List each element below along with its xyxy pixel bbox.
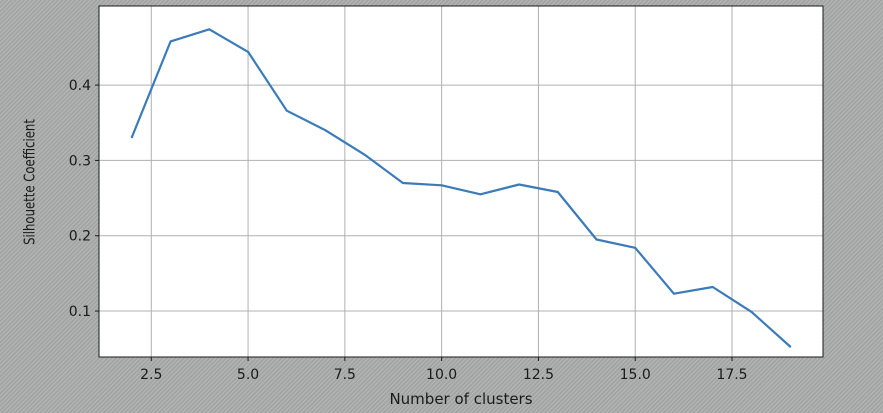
data-point xyxy=(711,286,714,288)
data-point xyxy=(595,238,598,241)
data-point xyxy=(130,136,133,139)
x-tick-labels: 2.5 5.0 7.5 10.0 12.5 15.0 17.5 xyxy=(140,367,747,383)
data-point xyxy=(363,153,366,156)
data-point xyxy=(440,184,443,187)
x-tick-label: 5.0 xyxy=(237,367,259,383)
data-point xyxy=(479,193,482,196)
data-point xyxy=(285,109,288,112)
data-point xyxy=(169,40,172,43)
data-point xyxy=(401,182,404,184)
data-point xyxy=(518,183,521,186)
x-tick-label: 12.5 xyxy=(523,367,554,383)
data-point xyxy=(208,28,211,31)
y-ticks xyxy=(95,84,99,312)
data-point xyxy=(634,246,637,249)
y-axis-label: Silhouette Coefficient xyxy=(22,119,39,245)
data-point xyxy=(750,310,753,313)
data-point xyxy=(324,129,327,132)
x-tick-label: 2.5 xyxy=(140,367,162,383)
x-ticks xyxy=(150,357,733,361)
x-tick-label: 10.0 xyxy=(426,367,457,383)
x-gridlines xyxy=(150,6,733,357)
data-point xyxy=(247,50,250,53)
plot-area xyxy=(99,6,823,357)
data-point xyxy=(672,292,675,295)
y-tick-label: 0.1 xyxy=(69,304,91,320)
x-tick-label: 7.5 xyxy=(334,367,356,383)
series-line xyxy=(130,28,792,348)
series-layer xyxy=(130,28,792,348)
plot-frame xyxy=(98,5,824,358)
y-gridlines xyxy=(99,84,823,312)
y-tick-label: 0.3 xyxy=(69,153,91,169)
x-tick-label: 17.5 xyxy=(716,367,747,383)
x-tick-label: 15.0 xyxy=(620,367,651,383)
data-point xyxy=(556,191,559,193)
y-tick-labels: 0.1 0.2 0.3 0.4 xyxy=(69,78,91,320)
data-point xyxy=(789,345,792,348)
x-axis-label: Number of clusters xyxy=(389,390,532,408)
y-tick-label: 0.4 xyxy=(69,78,91,94)
y-tick-label: 0.2 xyxy=(69,229,91,245)
